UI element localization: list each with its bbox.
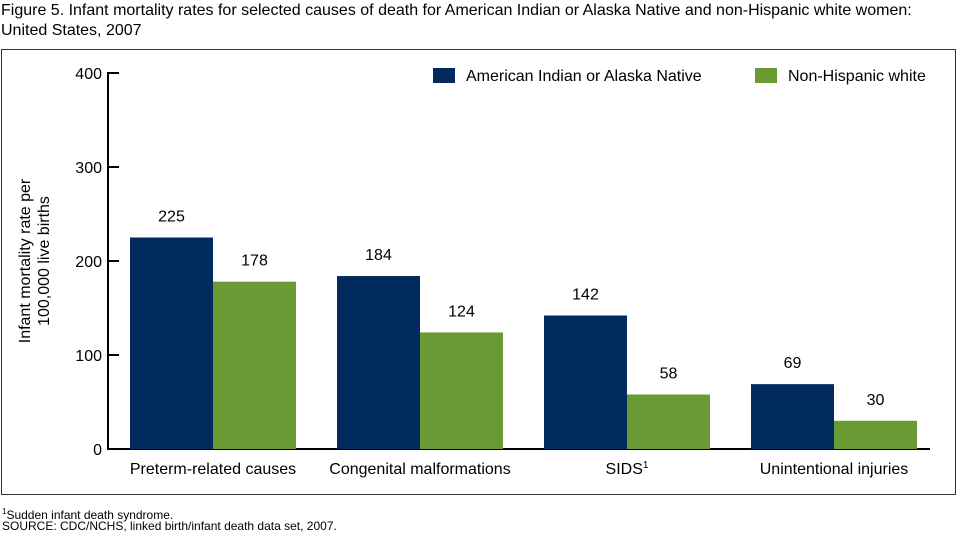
- data-label: 30: [867, 392, 885, 409]
- x-tick-label: SIDS1: [606, 460, 649, 478]
- bar-non-hispanic-white: [834, 420, 917, 449]
- legend-swatch: [755, 68, 777, 83]
- y-tick-label: 0: [93, 442, 102, 459]
- y-tick-label: 100: [75, 348, 102, 365]
- y-axis-label-line: 100,000 live births: [36, 196, 53, 326]
- legend-label: American Indian or Alaska Native: [466, 68, 702, 85]
- bar-aian: [337, 276, 420, 449]
- footnote-marker: 1: [2, 507, 7, 516]
- data-label: 225: [158, 209, 185, 226]
- bar-aian: [544, 315, 627, 449]
- x-tick-label: Unintentional injuries: [760, 461, 909, 478]
- bar-non-hispanic-white: [627, 394, 710, 449]
- y-tick-label: 400: [75, 66, 102, 83]
- bar-aian: [751, 384, 834, 449]
- y-axis-label: Infant mortality rate per 100,000 live bi…: [17, 178, 53, 343]
- data-label: 58: [660, 365, 678, 382]
- data-label: 178: [241, 253, 268, 270]
- bar-aian: [130, 237, 213, 449]
- y-tick-label: 200: [75, 254, 102, 271]
- bar-non-hispanic-white: [213, 281, 296, 449]
- footnote: 1Sudden infant death syndrome.: [2, 505, 173, 522]
- x-tick-label: Preterm-related causes: [130, 461, 296, 478]
- footnote-text: Sudden infant death syndrome.: [6, 508, 174, 522]
- source-note: SOURCE: CDC/NCHS, linked birth/infant de…: [2, 519, 337, 533]
- data-label: 184: [365, 247, 392, 264]
- superscript: 1: [643, 460, 649, 471]
- legend-swatch: [433, 68, 455, 83]
- legend-label: Non-Hispanic white: [788, 68, 926, 85]
- bar-non-hispanic-white: [420, 332, 503, 449]
- data-label: 69: [784, 355, 802, 372]
- x-tick-label: Congenital malformations: [329, 461, 510, 478]
- data-label: 124: [448, 303, 475, 320]
- chart-frame: [1, 49, 956, 495]
- y-axis-label-line: Infant mortality rate per: [17, 178, 34, 343]
- data-label: 142: [572, 287, 599, 304]
- y-tick-label: 300: [75, 160, 102, 177]
- chart-title: Figure 5. Infant mortality rates for sel…: [1, 2, 912, 39]
